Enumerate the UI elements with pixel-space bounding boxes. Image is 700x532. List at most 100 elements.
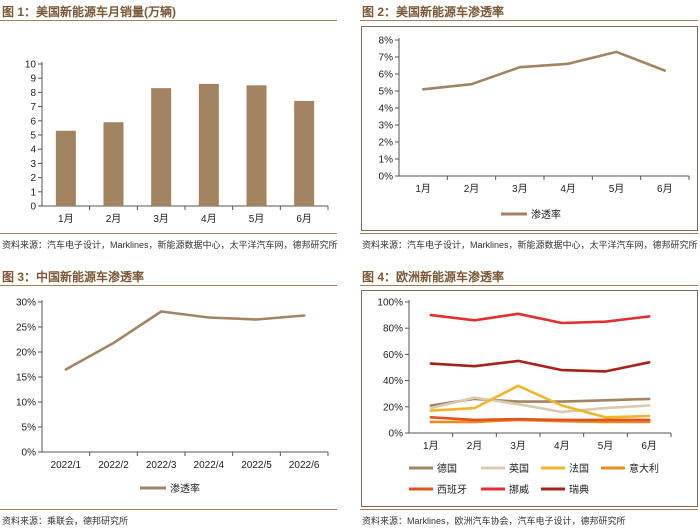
bar-3月 [151,88,172,206]
x-tick-label: 2022/6 [289,460,320,471]
y-tick-label: 100% [377,298,403,309]
y-tick-label: 3 [30,159,36,170]
series-line-英国 [429,396,651,414]
series-line-挪威 [429,312,651,325]
bar-2月 [103,122,124,206]
legend-label-英国: 英国 [509,462,529,475]
y-tick-label: 40% [383,376,403,387]
y-tick-label: 60% [383,350,403,361]
y-tick-label: 0% [389,429,404,440]
x-tick-label: 2022/3 [146,460,177,471]
y-tick-label: 80% [383,324,403,335]
series-line-法国 [429,384,651,419]
x-tick-label: 4月 [554,440,570,452]
series-line-渗透率 [64,310,306,371]
china-penetration-line-chart: 0% 5% 10% 15% 20% 25% 30% 2022/1 2022/2 2022/3 202… [16,298,329,495]
legend-label-渗透率: 渗透率 [531,208,561,221]
figure-4-title-text: 欧洲新能源车渗透率 [396,270,505,284]
y-tick-label: 20% [16,348,36,359]
x-tick-label: 4月 [560,183,576,195]
x-tick-label: 2月 [464,183,480,195]
y-tick-label: 0 [30,202,36,213]
x-tick-label: 2022/1 [51,460,82,471]
y-tick-label: 6% [379,70,394,81]
y-tick-label: 2% [379,138,394,149]
figure-1-label: 图 1： [2,5,37,19]
figure-1-top-rule [0,20,337,21]
series-line-瑞典 [429,359,651,373]
figure-2-frame [361,26,698,231]
y-tick-label: 10% [16,398,36,409]
figure-4-source: 资料来源：Marklines，欧洲汽车协会，汽车电子设计，德邦研究所 [362,516,626,526]
x-tick-label: 1月 [423,440,439,452]
legend-label-瑞典: 瑞典 [569,483,589,496]
y-tick-label: 5% [379,87,394,98]
x-tick-label: 2月 [467,440,483,452]
figure-1-source: 资料来源：汽车电子设计，Marklines，新能源数据中心，太平洋汽车网，德邦研… [2,240,338,250]
legend-label-法国: 法国 [569,462,589,475]
y-tick-label: 30% [16,298,36,309]
y-tick-label: 2 [30,173,36,184]
bar-4月 [198,83,219,206]
y-tick-label: 4% [379,104,394,115]
x-tick-label: 2月 [106,213,122,225]
y-tick-label: 7 [30,102,36,113]
x-tick-label: 5月 [609,183,625,195]
figure-2-top-rule [360,20,698,21]
x-tick-label: 3月 [510,440,526,452]
us-sales-bar-chart: 0 1 2 3 4 5 6 7 8 9 10 1月 2月 3月 4月 5月 6月 [25,60,329,225]
y-tick-label: 10 [25,60,37,71]
y-tick-label: 4 [30,145,36,156]
legend-label-意大利: 意大利 [629,462,659,475]
figure-2-title-text: 美国新能源车渗透率 [396,5,505,19]
figure-1-bottom-rule [0,233,337,234]
y-tick-label: 7% [379,53,394,64]
y-tick-label: 9 [30,74,36,85]
y-tick-label: 3% [379,121,394,132]
figure-2-label: 图 2： [362,5,397,19]
y-tick-label: 6 [30,116,36,127]
figure-4-frame [361,290,698,507]
y-tick-label: 20% [383,402,403,413]
x-tick-label: 5月 [598,440,614,452]
series-line-渗透率 [421,50,667,91]
x-tick-label: 2022/2 [98,460,129,471]
y-tick-label: 0% [22,448,37,459]
y-tick-label: 25% [16,323,36,334]
x-tick-label: 1月 [58,213,74,225]
bar-5月 [246,85,267,206]
figure-4-top-rule [360,285,698,286]
figure-3-title: 图 3：中国新能源车渗透率 [2,268,144,285]
x-tick-label: 5月 [249,213,265,225]
x-tick-label: 2022/4 [194,460,225,471]
y-tick-label: 15% [16,373,36,384]
y-tick-label: 0% [379,172,394,183]
y-tick-label: 8% [379,36,394,47]
x-tick-label: 3月 [512,183,528,195]
legend-label-挪威: 挪威 [509,483,529,496]
figure-1-title-text: 美国新能源车月销量(万辆) [36,5,177,19]
figure-3-source: 资料来源：乘联会，德邦研究所 [2,516,129,526]
x-tick-label: 3月 [153,213,169,225]
figure-2-bottom-rule [360,233,698,234]
bar-1月 [55,130,76,206]
series-line-西班牙 [429,416,651,422]
figure-3-title-text: 中国新能源车渗透率 [36,270,145,284]
x-tick-label: 6月 [296,213,312,225]
x-tick-label: 4月 [201,213,217,225]
figure-3-label: 图 3： [2,270,37,284]
y-tick-label: 5 [30,131,36,142]
x-tick-label: 6月 [657,183,673,195]
y-tick-label: 1% [379,155,394,166]
figure-3-bottom-rule [0,509,337,510]
x-tick-label: 6月 [641,440,657,452]
y-tick-label: 1 [30,187,36,198]
figure-2-title: 图 2：美国新能源车渗透率 [362,3,504,20]
figure-4-label: 图 4： [362,270,397,284]
legend-label-西班牙: 西班牙 [437,484,467,496]
y-tick-label: 5% [22,423,37,434]
figure-3-top-rule [0,285,337,286]
x-tick-label: 1月 [415,183,431,195]
